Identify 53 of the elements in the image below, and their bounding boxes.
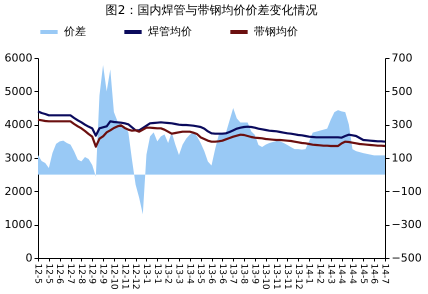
x-tick-label: 12-8 <box>76 264 86 284</box>
y-tick-label: 5000 <box>4 84 32 98</box>
y-tick-label: 6000 <box>4 52 32 64</box>
x-tick-label: 12-6 <box>54 264 64 284</box>
y2-tick-label: −100 <box>392 184 422 198</box>
x-tick-label: 14-3 <box>325 264 336 284</box>
x-tick-label: 13-8 <box>238 264 249 284</box>
y2-tick-label: 100 <box>392 152 412 164</box>
x-tick-label: 13-5 <box>195 264 206 284</box>
y-tick-label: 4000 <box>4 118 32 132</box>
x-tick-label: 14-4 <box>346 264 357 284</box>
x-tick-label: 14-1 <box>304 264 314 284</box>
y2-tick-label: 700 <box>392 52 412 64</box>
x-tick-label: 13-2 <box>162 264 173 284</box>
x-tick-label: 13-3 <box>173 264 184 284</box>
x-tick-label: 12-7 <box>65 264 76 284</box>
x-tick-label: 13-11 <box>271 264 282 290</box>
x-tick-label: 13-4 <box>184 264 194 284</box>
x-tick-label: 13-10 <box>260 264 270 290</box>
x-tick-label: 13-6 <box>206 264 216 284</box>
x-tick-label: 12-10 <box>108 264 118 290</box>
x-tick-label: 13-7 <box>228 264 238 284</box>
x-tick-label: 12-5 <box>43 264 54 284</box>
y-tick-label: 3000 <box>4 152 32 164</box>
x-tick-label: 13-11 <box>282 264 292 290</box>
line-series <box>36 118 386 148</box>
x-tick-label: 12-5 <box>32 264 42 284</box>
x-tick-label: 13-1 <box>140 264 151 284</box>
x-tick-label: 12-9 <box>98 264 108 284</box>
chart-title: 图2：国内焊管与带钢均价价差变化情况 <box>106 3 318 17</box>
y2-tick-label: −300 <box>392 218 422 232</box>
x-tick-label: 13-9 <box>249 264 260 284</box>
x-tick-label: 14-4 <box>336 264 346 284</box>
y2-tick-label: −500 <box>392 252 422 264</box>
x-tick-label: 14-7 <box>380 264 390 284</box>
y2-tick-label: 300 <box>392 118 412 132</box>
x-tick-label: 13-1 <box>152 264 162 284</box>
y-tick-label: 1000 <box>4 218 32 232</box>
legend-label: 价差 <box>63 25 86 38</box>
x-tick-label: 13-6 <box>216 264 227 284</box>
y-tick-label: 2000 <box>4 184 32 198</box>
x-tick-label: 12-11 <box>119 264 130 290</box>
line-series <box>36 110 386 143</box>
x-tick-label: 14-5 <box>358 264 368 284</box>
legend-label: 焊管均价 <box>148 25 192 38</box>
x-tick-label: 14-2 <box>314 264 324 284</box>
y-tick-label: 0 <box>26 252 32 264</box>
legend-label: 带钢均价 <box>254 25 298 38</box>
y2-tick-label: 500 <box>392 84 412 98</box>
x-tick-label: 14-6 <box>368 264 379 284</box>
x-tick-label: 12-9 <box>86 264 97 284</box>
x-tick-label: 12-12 <box>130 264 140 290</box>
x-tick-label: 13-12 <box>292 264 303 290</box>
